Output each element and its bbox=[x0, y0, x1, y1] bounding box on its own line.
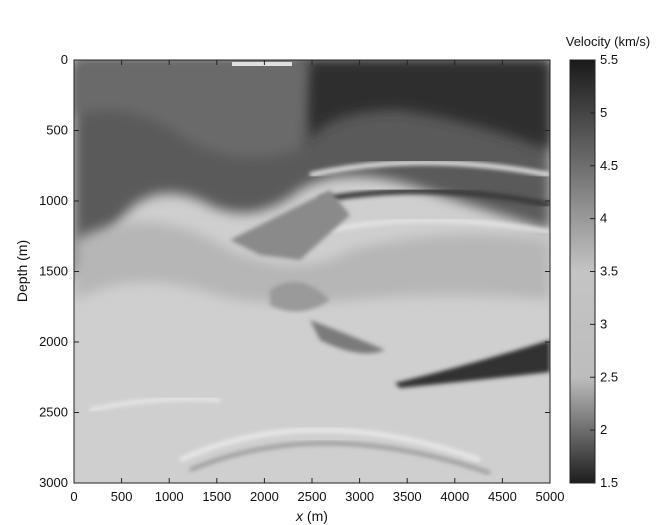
x-tick-label: 5000 bbox=[536, 489, 565, 504]
x-tick-label: 4500 bbox=[488, 489, 517, 504]
colorbar-tick-label: 4 bbox=[600, 211, 607, 226]
heatmap-image bbox=[73, 59, 551, 484]
x-tick-label: 500 bbox=[111, 489, 133, 504]
y-axis-ticks: 0 500 1000 1500 2000 2500 3000 bbox=[39, 52, 550, 490]
y-tick-label: 2500 bbox=[39, 405, 68, 420]
x-tick-label: 2000 bbox=[250, 489, 279, 504]
x-axis-label-variable: x bbox=[295, 508, 304, 524]
colorbar-tick-label: 2 bbox=[600, 422, 607, 437]
x-tick-label: 3000 bbox=[345, 489, 374, 504]
x-axis-ticks: 0 500 1000 1500 2000 2500 3000 3500 4000 4500 5000 bbox=[70, 60, 564, 504]
x-tick-label: 3500 bbox=[393, 489, 422, 504]
colorbar-tick-label: 1.5 bbox=[600, 475, 618, 490]
x-tick-label: 4000 bbox=[440, 489, 469, 504]
colorbar-tick-label: 3.5 bbox=[600, 264, 618, 279]
y-tick-label: 500 bbox=[46, 123, 68, 138]
colorbar: Velocity (km/s) 5.5 5 4.5 4 3.5 3 2.5 2 1.5 bbox=[566, 34, 651, 490]
colorbar-tick-label: 5.5 bbox=[600, 52, 618, 67]
colorbar-tick-label: 3 bbox=[600, 316, 607, 331]
y-tick-label: 1500 bbox=[39, 264, 68, 279]
x-tick-label: 0 bbox=[70, 489, 77, 504]
colorbar-tick-label: 2.5 bbox=[600, 369, 618, 384]
y-tick-label: 0 bbox=[61, 52, 68, 67]
colorbar-title: Velocity (km/s) bbox=[566, 34, 651, 49]
y-axis-label: Depth (m) bbox=[14, 240, 30, 302]
y-tick-label: 1000 bbox=[39, 193, 68, 208]
colorbar-tick-label: 5 bbox=[600, 105, 607, 120]
x-tick-label: 2500 bbox=[298, 489, 327, 504]
x-tick-label: 1000 bbox=[155, 489, 184, 504]
x-axis-label: x (m) bbox=[295, 508, 328, 524]
colorbar-tick-label: 4.5 bbox=[600, 158, 618, 173]
colorbar-ticks: 5.5 5 4.5 4 3.5 3 2.5 2 1.5 bbox=[590, 52, 618, 490]
x-tick-label: 1500 bbox=[202, 489, 231, 504]
x-axis-label-unit: (m) bbox=[303, 508, 328, 524]
y-tick-label: 2000 bbox=[39, 334, 68, 349]
y-tick-label: 3000 bbox=[39, 475, 68, 490]
